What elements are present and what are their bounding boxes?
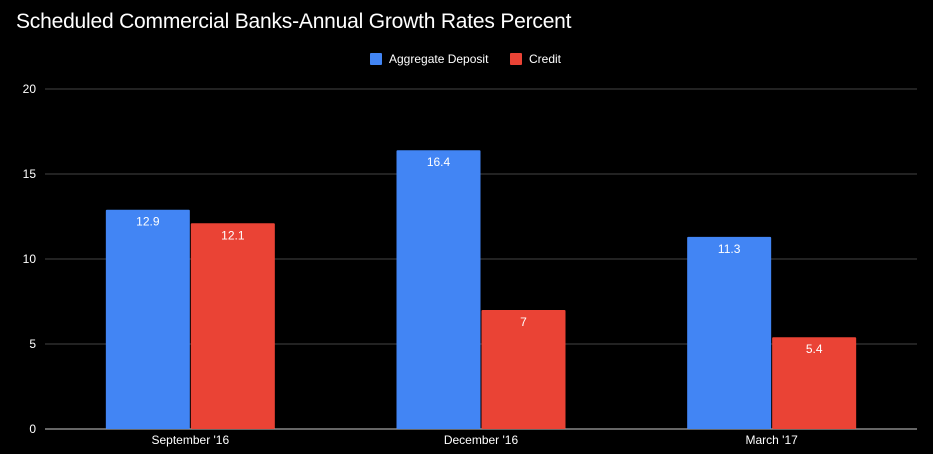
data-label: 12.1 xyxy=(221,228,245,242)
legend-label: Aggregate Deposit xyxy=(389,52,489,66)
bar-aggregate-deposit xyxy=(396,150,481,429)
bar-credit xyxy=(481,310,566,429)
y-tick-label: 15 xyxy=(23,167,37,181)
y-tick-label: 10 xyxy=(23,252,37,266)
x-tick-label: September '16 xyxy=(151,433,229,447)
x-tick-label: March '17 xyxy=(746,433,799,447)
chart-title: Scheduled Commercial Banks-Annual Growth… xyxy=(16,10,572,33)
x-tick-label: December '16 xyxy=(444,433,519,447)
legend-label: Credit xyxy=(529,52,562,66)
bar-aggregate-deposit xyxy=(687,236,772,429)
data-label: 12.9 xyxy=(136,215,160,229)
bar-aggregate-deposit xyxy=(105,209,190,429)
y-tick-label: 5 xyxy=(29,337,36,351)
data-label: 11.3 xyxy=(718,242,741,256)
legend-swatch xyxy=(510,53,522,65)
y-tick-label: 20 xyxy=(23,82,37,96)
data-label: 7 xyxy=(520,315,527,329)
data-label: 16.4 xyxy=(427,155,451,169)
data-label: 5.4 xyxy=(806,342,823,356)
bar-credit xyxy=(190,223,275,429)
bar-credit xyxy=(772,337,857,429)
legend-swatch xyxy=(370,53,382,65)
y-tick-label: 0 xyxy=(29,422,36,436)
